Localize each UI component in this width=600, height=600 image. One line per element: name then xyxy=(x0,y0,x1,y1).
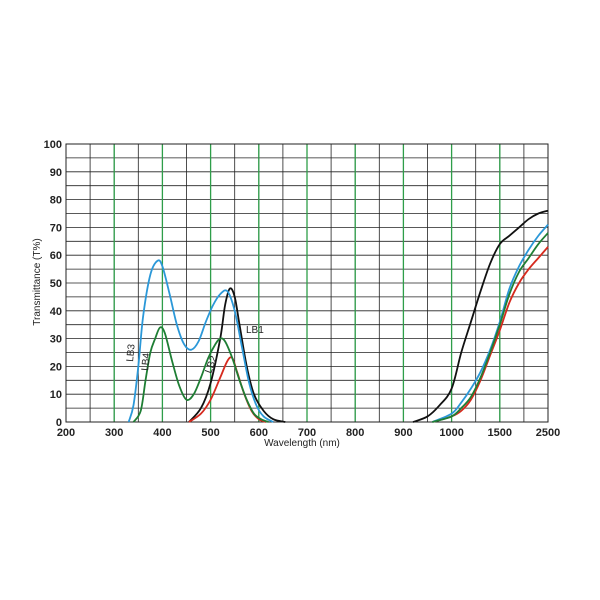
green-gridlines xyxy=(113,144,501,422)
y-tick-label: 50 xyxy=(50,278,62,290)
series-line-lb4 xyxy=(432,232,549,423)
plot-frame xyxy=(65,143,549,423)
series-group xyxy=(127,209,549,423)
y-tick-label: 10 xyxy=(50,389,62,401)
y-tick-label: 20 xyxy=(50,361,62,373)
y-tick-label: 0 xyxy=(56,417,62,429)
x-tick-label: 900 xyxy=(394,427,412,439)
y-tick-label: 60 xyxy=(50,250,62,262)
series-line-lb3 xyxy=(127,259,274,423)
x-tick-label: 600 xyxy=(250,427,268,439)
y-tick-label: 30 xyxy=(50,334,62,346)
label-lb1: LB1 xyxy=(246,325,264,336)
x-tick-label: 800 xyxy=(346,427,364,439)
x-tick-label: 300 xyxy=(105,427,123,439)
y-tick-label: 70 xyxy=(50,222,62,234)
series-line-lb1 xyxy=(188,287,286,423)
x-tick-label: 700 xyxy=(298,427,316,439)
x-tick-label: 200 xyxy=(57,427,75,439)
y-tick-label: 90 xyxy=(50,167,62,179)
x-tick-label: 2500 xyxy=(536,427,560,439)
y-tick-label: 100 xyxy=(44,139,62,151)
x-tick-label: 1000 xyxy=(439,427,463,439)
y-axis-label: Transmittance (T%) xyxy=(32,238,43,325)
series-line-lb2 xyxy=(432,246,549,423)
y-tick-label: 80 xyxy=(50,195,62,207)
x-axis-label: Wavelength (nm) xyxy=(264,438,340,449)
series-line-lb2 xyxy=(188,356,267,423)
y-tick-label: 40 xyxy=(50,306,62,318)
x-tick-label: 400 xyxy=(153,427,171,439)
x-tick-labels: 200 300 400 500 600 700 800 900 1000 1500 2500 xyxy=(57,427,560,439)
y-tick-labels: 0 10 20 30 40 50 60 70 80 90 100 xyxy=(44,139,62,429)
x-tick-label: 1500 xyxy=(488,427,512,439)
label-lb2: LB2 xyxy=(203,354,220,375)
series-line-lb1 xyxy=(412,209,549,423)
label-lb3: LB3 xyxy=(125,343,138,362)
x-tick-label: 500 xyxy=(201,427,219,439)
series-line-lb4 xyxy=(132,326,269,423)
label-lb4: LB4 xyxy=(140,352,153,371)
